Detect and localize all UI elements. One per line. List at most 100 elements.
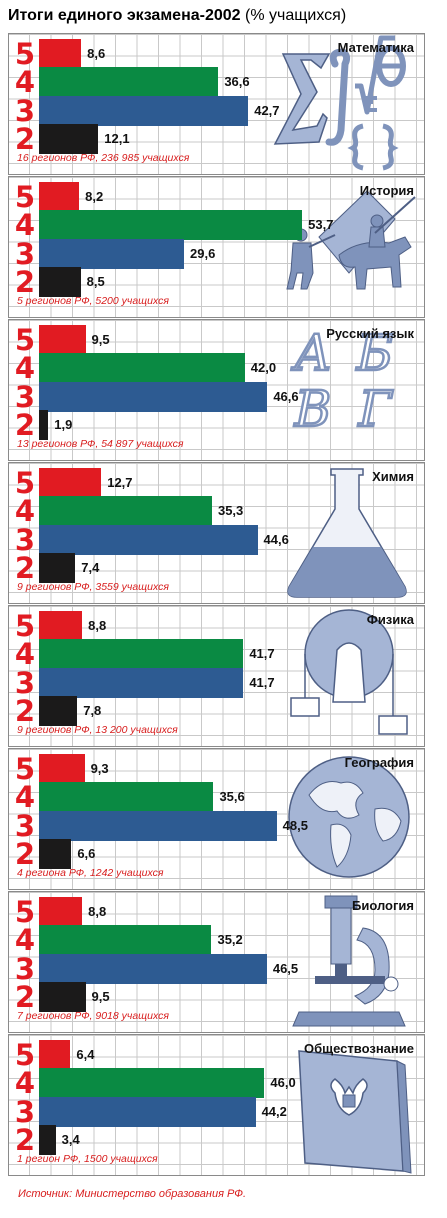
microscope-tube-icon: [330, 905, 352, 965]
bar-value-grade-5: 8,8: [88, 904, 107, 919]
bar-grade-4: [39, 782, 214, 812]
grade-label-3: 3: [14, 809, 36, 843]
bar-grade-5: [39, 182, 80, 212]
bar-grade-2: [39, 553, 76, 583]
bar-value-grade-3: 42,7: [254, 103, 280, 118]
microscope-base-icon: [292, 1011, 406, 1027]
bar-grade-2: [39, 124, 99, 154]
bar-value-grade-5: 6,4: [76, 1047, 95, 1062]
bar-value-grade-5: 12,7: [107, 475, 133, 490]
bar-grade-4: [39, 1068, 265, 1098]
grade-label-4: 4: [14, 494, 36, 528]
bar-grade-4: [39, 639, 244, 669]
sample-note: 5 регионов РФ, 5200 учащихся: [17, 295, 169, 307]
microscope-lens-icon: [335, 964, 347, 976]
globe-illustration: [288, 756, 410, 878]
decorative-letter-4: Г: [357, 380, 393, 438]
bar-value-grade-3: 44,6: [263, 532, 289, 547]
bar-value-grade-2: 1,9: [54, 417, 73, 432]
page-title: Итоги единого экзамена-2002 (% учащихся): [8, 3, 346, 29]
chart-panel-2: История 5 8,2 4 53,7 3 29,6 2 8,5 5 регионов РФ, …: [8, 176, 425, 318]
bar-grade-4: [39, 67, 219, 97]
bar-value-grade-3: 46,6: [273, 389, 299, 404]
grade-label-2: 2: [14, 837, 36, 871]
pulley-illustration: [290, 609, 408, 735]
microscope-eyepiece-icon: [324, 895, 358, 909]
chart-panel-5: Физика 5 8,8 4 41,7 3 41,7 2 7,8 9 регионов РФ, 1…: [8, 605, 425, 747]
bar-value-grade-2: 12,1: [104, 131, 130, 146]
subject-title: Математика: [337, 40, 414, 55]
grade-label-2: 2: [14, 265, 36, 299]
subject-title: Русский язык: [326, 326, 414, 341]
bar-grade-2: [39, 696, 78, 726]
sample-note: 9 регионов РФ, 3559 учащихся: [17, 581, 169, 593]
grade-label-3: 3: [14, 523, 36, 557]
book-spine-icon: [396, 1060, 412, 1174]
title-main: Итоги единого экзамена-2002: [8, 7, 241, 24]
coat-of-arms-shield-icon: [342, 1094, 356, 1108]
math-symbols-illustration: [273, 35, 406, 171]
rider-body-icon: [368, 226, 386, 248]
book-with-emblem-illustration: [298, 1050, 412, 1174]
bar-grade-5: [39, 1040, 71, 1070]
bar-grade-5: [39, 325, 86, 355]
bar-grade-3: [39, 954, 267, 984]
bar-value-grade-5: 8,2: [85, 189, 104, 204]
bar-grade-5: [39, 897, 83, 927]
subject-title: Обществознание: [304, 1041, 414, 1056]
chart-panel-8: Обществознание 5 6,4 4 46,0 3 44,2 2 3,4 1 регион…: [8, 1034, 425, 1176]
bar-grade-5: [39, 754, 85, 784]
bar-grade-2: [39, 982, 86, 1012]
sword-icon: [308, 234, 336, 248]
bar-value-grade-3: 29,6: [190, 246, 216, 261]
bar-value-grade-5: 9,5: [91, 332, 110, 347]
grade-label-5: 5: [14, 323, 36, 357]
right-brace-icon: [382, 123, 399, 171]
bar-grade-4: [39, 925, 212, 955]
decorative-letter-3: В: [294, 380, 332, 438]
bar-grade-2: [39, 267, 81, 297]
bar-grade-3: [39, 525, 258, 555]
decorative-letter-2: Б: [356, 324, 394, 382]
bar-grade-4: [39, 353, 245, 383]
grade-label-2: 2: [14, 122, 36, 156]
grade-label-4: 4: [14, 923, 36, 957]
chart-panel-6: География 5 9,3 4 35,6 3 48,5 2 6,6 4 региона РФ,…: [8, 748, 425, 890]
bar-value-grade-4: 42,0: [250, 360, 277, 375]
bar-grade-2: [39, 410, 49, 440]
letters-illustration: А БВ Г: [290, 323, 395, 440]
bar-grade-3: [39, 668, 244, 698]
grade-label-5: 5: [14, 1038, 36, 1072]
bar-value-grade-4: 41,7: [249, 646, 275, 661]
bar-value-grade-3: 44,2: [261, 1104, 287, 1119]
chart-panel-7: Биология 5 8,8 4 35,2 3 46,5 2 9,5 7 регионов РФ,…: [8, 891, 425, 1033]
bar-grade-5: [39, 611, 83, 641]
bar-grade-5: [39, 39, 82, 69]
sample-note: 4 региона РФ, 1242 учащихся: [17, 867, 164, 879]
bar-grade-3: [39, 239, 185, 269]
continent-eurasia-icon: [308, 781, 364, 819]
grade-label-2: 2: [14, 980, 36, 1014]
subject-title: Химия: [372, 469, 414, 484]
sigma-symbol-icon: [273, 53, 331, 145]
grade-label-2: 2: [14, 1123, 36, 1157]
decorative-letter-1: А: [291, 324, 332, 382]
focus-knob-icon: [383, 976, 399, 992]
subject-title: История: [359, 183, 414, 198]
grade-label-5: 5: [14, 180, 36, 214]
subject-title: Физика: [366, 612, 414, 627]
right-weight-icon: [378, 715, 408, 735]
grade-label-4: 4: [14, 208, 36, 242]
bar-value-grade-2: 7,4: [81, 560, 100, 575]
flask-liquid-icon: [288, 547, 406, 597]
grade-label-3: 3: [14, 1095, 36, 1129]
grade-label-3: 3: [14, 952, 36, 986]
rider-head-icon: [370, 214, 384, 228]
sample-note: 1 регион РФ, 1500 учащихся: [17, 1153, 158, 1165]
grade-label-4: 4: [14, 65, 36, 99]
bar-grade-3: [39, 1097, 256, 1127]
bar-value-grade-2: 6,6: [77, 846, 96, 861]
bar-value-grade-5: 8,8: [88, 618, 107, 633]
bar-grade-3: [39, 811, 277, 841]
left-brace-icon: [347, 123, 364, 171]
